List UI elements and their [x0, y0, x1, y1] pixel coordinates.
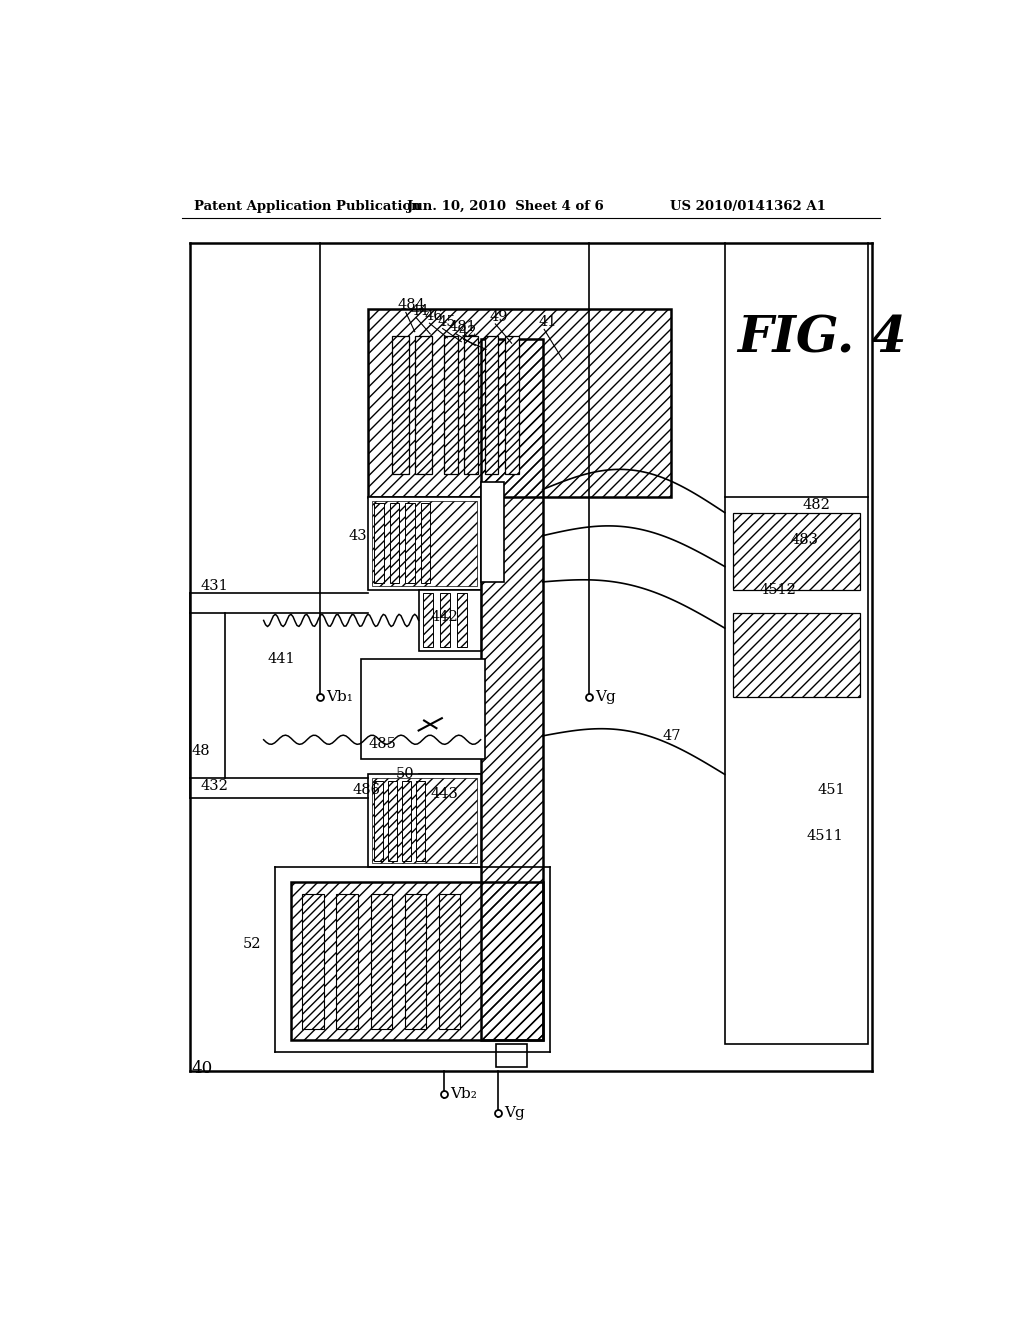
Text: 442: 442 — [430, 610, 458, 623]
Bar — [457, 594, 467, 647]
Text: 4512: 4512 — [760, 582, 797, 597]
Bar — [291, 882, 543, 1040]
Bar — [439, 594, 451, 647]
Text: 40: 40 — [191, 1060, 213, 1077]
Text: 431: 431 — [200, 578, 227, 593]
Bar — [484, 335, 499, 474]
Text: Vg: Vg — [595, 690, 616, 705]
Bar — [423, 779, 433, 832]
Text: 52: 52 — [243, 937, 261, 950]
Text: 451: 451 — [818, 783, 846, 797]
Bar — [725, 498, 868, 1044]
Bar — [390, 503, 399, 583]
Text: US 2010/0141362 A1: US 2010/0141362 A1 — [671, 199, 826, 213]
Bar — [415, 335, 432, 474]
Bar — [480, 339, 543, 1040]
Text: Vb₂: Vb₂ — [451, 1086, 477, 1101]
Bar — [438, 894, 461, 1028]
Text: 432: 432 — [200, 779, 228, 793]
Bar — [375, 503, 384, 583]
Bar — [732, 612, 860, 697]
Text: Jun. 10, 2010  Sheet 4 of 6: Jun. 10, 2010 Sheet 4 of 6 — [407, 199, 604, 213]
Text: Vb₁: Vb₁ — [327, 690, 353, 705]
Text: 4511: 4511 — [806, 829, 843, 843]
Text: 486: 486 — [352, 783, 381, 797]
Bar — [404, 894, 426, 1028]
Text: 46: 46 — [424, 309, 442, 323]
Bar — [732, 512, 860, 590]
Text: 49: 49 — [489, 310, 509, 323]
Text: 48: 48 — [191, 744, 210, 758]
Bar — [505, 335, 518, 474]
Text: 44: 44 — [411, 304, 429, 318]
Text: 50: 50 — [395, 767, 414, 781]
Bar — [421, 503, 430, 583]
Bar — [369, 775, 480, 867]
Bar — [337, 894, 358, 1028]
Text: 481: 481 — [449, 319, 476, 334]
Bar — [464, 335, 478, 474]
Bar — [391, 335, 409, 474]
Bar — [423, 594, 433, 647]
Bar — [375, 780, 383, 861]
Bar — [439, 779, 451, 832]
Text: 483: 483 — [791, 532, 818, 546]
Text: 441: 441 — [267, 652, 295, 665]
Text: Vg: Vg — [505, 1106, 525, 1121]
Bar — [372, 502, 477, 586]
Bar — [419, 775, 480, 836]
Bar — [360, 659, 484, 759]
Bar — [419, 590, 480, 651]
Text: Patent Application Publication: Patent Application Publication — [194, 199, 421, 213]
Bar — [371, 894, 392, 1028]
Bar — [406, 503, 415, 583]
Text: 47: 47 — [663, 729, 681, 743]
Text: 443: 443 — [430, 787, 458, 801]
Bar — [402, 780, 411, 861]
Text: 485: 485 — [369, 737, 396, 751]
Bar — [369, 498, 480, 590]
Bar — [302, 894, 324, 1028]
Bar — [388, 780, 397, 861]
Bar — [372, 779, 477, 863]
Text: FIG. 4: FIG. 4 — [737, 315, 906, 364]
Bar — [496, 1044, 527, 1067]
Bar — [457, 779, 467, 832]
Text: 41: 41 — [539, 315, 557, 330]
Bar — [417, 780, 425, 861]
Text: 45: 45 — [437, 314, 456, 329]
Text: 42: 42 — [458, 325, 476, 339]
Bar — [369, 309, 671, 498]
Text: 482: 482 — [802, 498, 830, 512]
Text: 484: 484 — [397, 298, 426, 313]
Bar — [444, 335, 458, 474]
Text: 43: 43 — [349, 529, 368, 543]
Bar — [480, 482, 504, 582]
